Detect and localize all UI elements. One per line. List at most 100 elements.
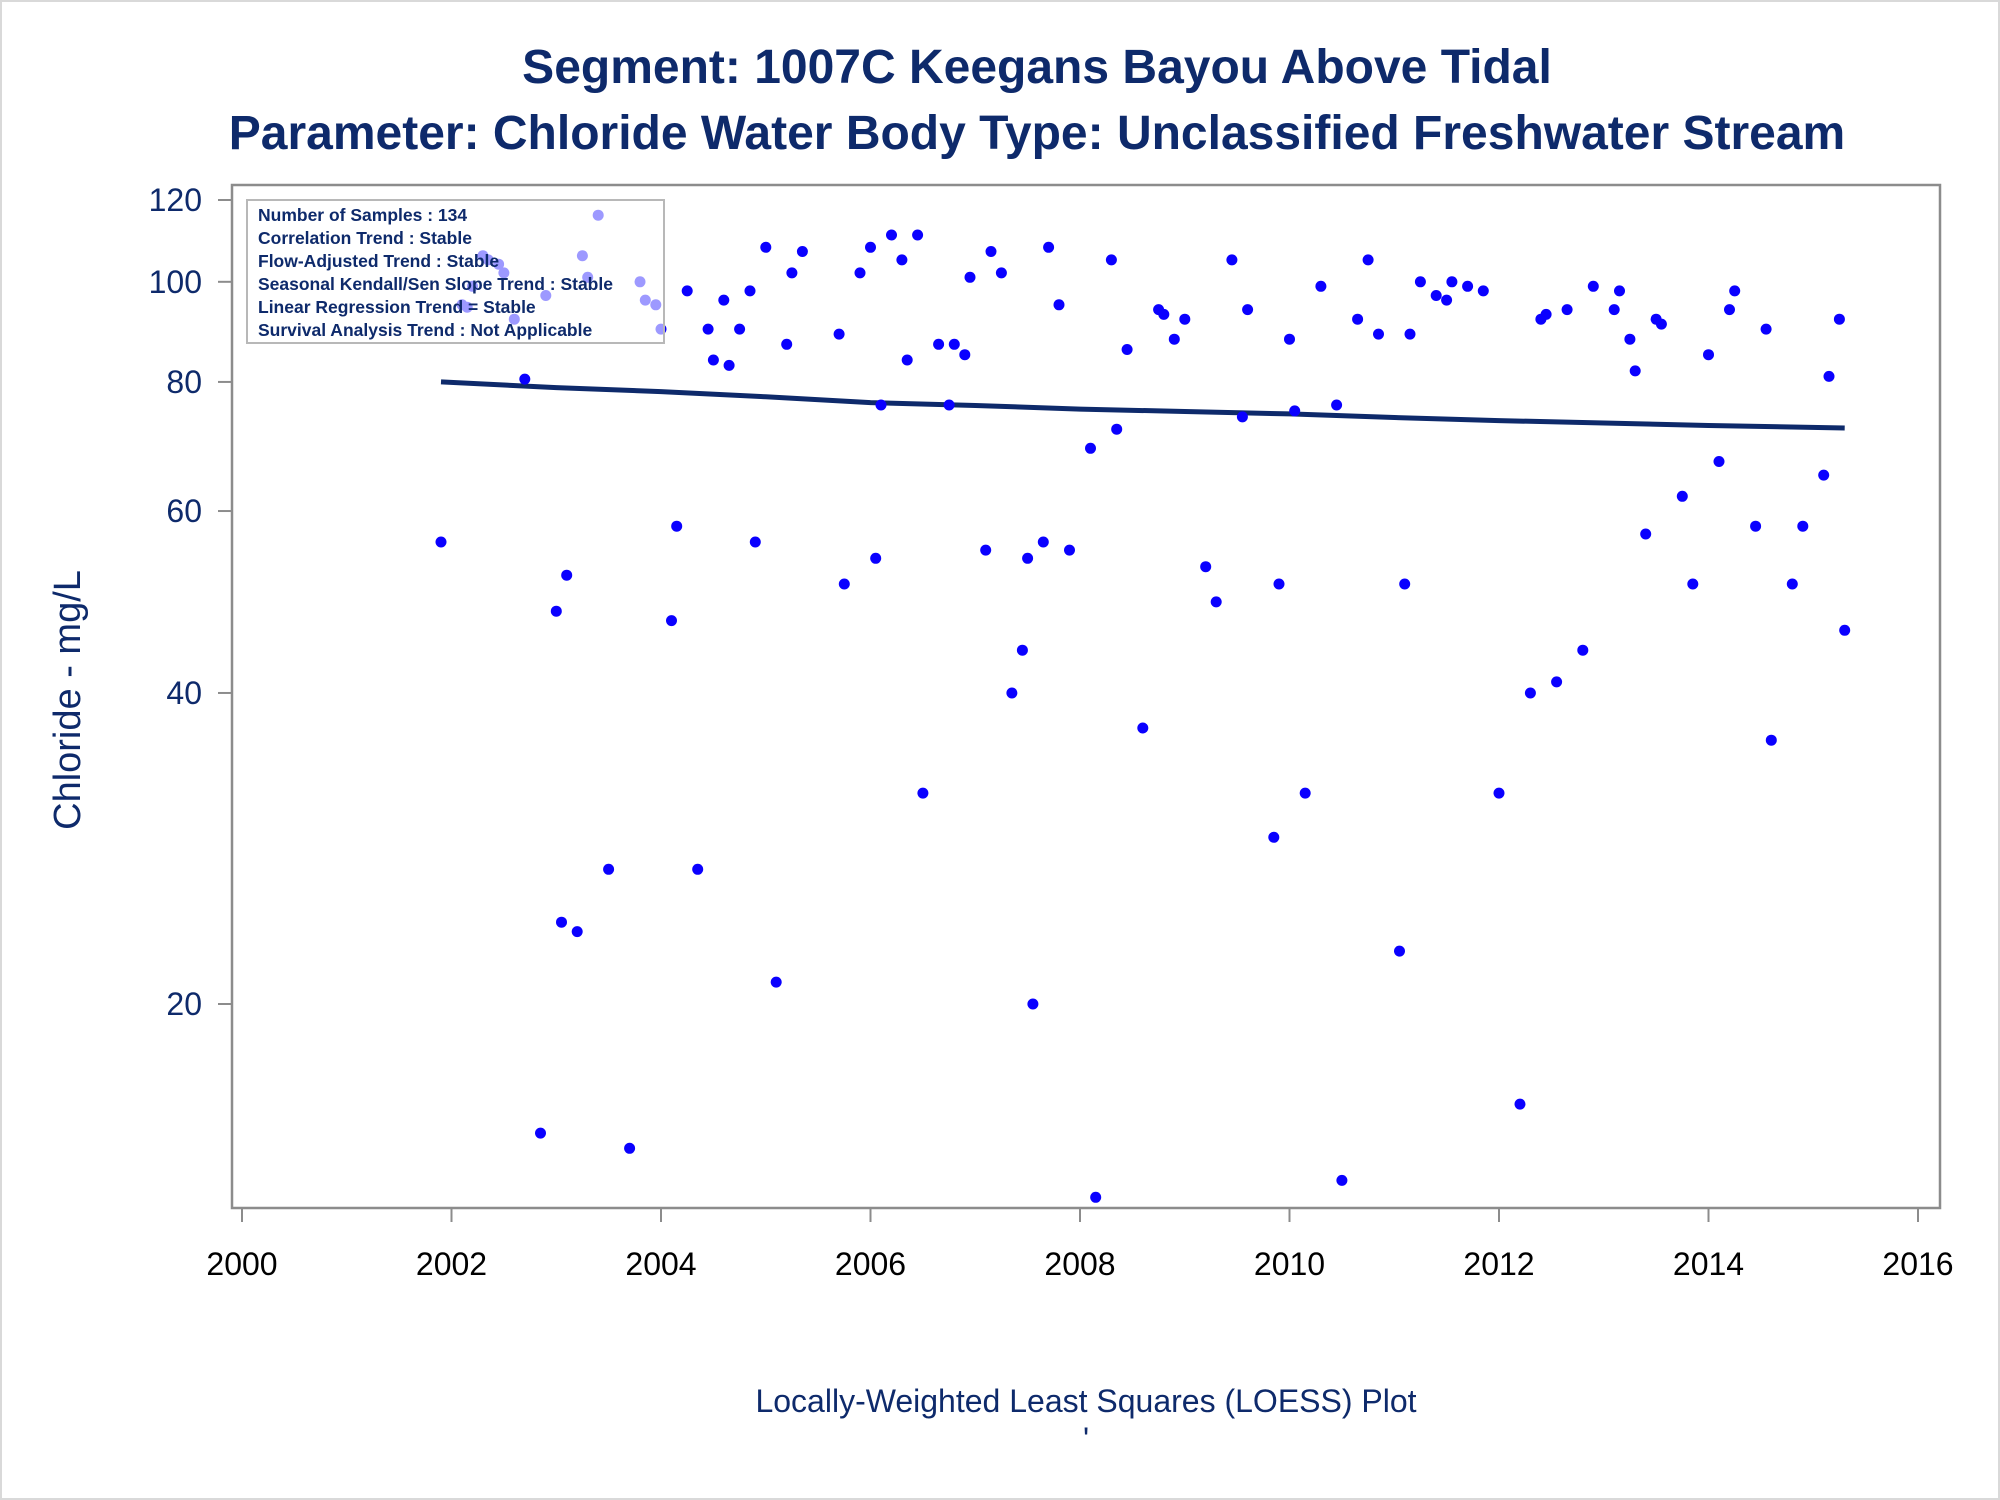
data-point [1284, 333, 1295, 345]
data-point [933, 338, 945, 350]
data-point [1655, 318, 1667, 330]
data-point [1268, 831, 1280, 843]
data-point [838, 578, 850, 590]
data-point [1289, 405, 1301, 417]
inset-line-4: Seasonal Kendall/Sen Slope Trend : Stabl… [258, 274, 613, 294]
y-axis-title: Chloride - mg/L [47, 570, 89, 830]
chart-title: Segment: 1007C Keegans Bayou Above Tidal [522, 41, 1552, 94]
data-point [1111, 423, 1123, 435]
data-point [833, 328, 845, 340]
data-point [1242, 304, 1254, 316]
data-point [1352, 313, 1364, 325]
data-point [1524, 687, 1536, 699]
data-point [1629, 365, 1641, 377]
data-point [781, 338, 793, 350]
data-point [886, 229, 897, 241]
data-point [912, 229, 924, 241]
data-point [1750, 520, 1762, 532]
data-point [995, 267, 1007, 279]
data-point [1210, 596, 1222, 608]
data-point [1200, 561, 1212, 573]
data-point [760, 241, 772, 253]
data-point [865, 241, 876, 253]
data-point [1577, 644, 1589, 656]
data-point [1797, 520, 1809, 532]
data-point [770, 976, 782, 988]
data-point [1273, 578, 1285, 590]
data-point [666, 615, 677, 627]
data-point [1514, 1098, 1526, 1110]
data-point [1037, 536, 1049, 548]
data-point [749, 536, 761, 548]
data-point [1016, 644, 1028, 656]
x-tick-label: 2004 [625, 1246, 696, 1282]
y-tick-label: 120 [149, 182, 202, 218]
data-point [1315, 280, 1327, 292]
data-point [535, 1127, 546, 1139]
data-point [1027, 998, 1039, 1010]
data-point [707, 354, 719, 366]
x-tick-label: 2014 [1673, 1246, 1744, 1282]
data-point [964, 271, 976, 283]
data-point [1493, 787, 1505, 799]
data-point [1168, 333, 1180, 345]
data-point [692, 863, 704, 875]
data-point [1373, 328, 1384, 340]
data-point [1687, 578, 1699, 590]
data-point [1713, 456, 1725, 467]
data-point [702, 323, 714, 335]
x-tick-label: 2006 [835, 1246, 906, 1282]
x-tick-label: 2000 [206, 1246, 277, 1282]
data-point [603, 863, 615, 875]
plot-frame [230, 183, 1942, 1210]
data-point [1179, 313, 1191, 325]
data-point [1394, 945, 1405, 957]
inset-line-6: Survival Analysis Trend : Not Applicable [258, 320, 592, 340]
data-point [1587, 280, 1599, 292]
plot-footnote: Locally-Weighted Least Squares (LOESS) P… [755, 1383, 1416, 1419]
data-point [786, 267, 798, 279]
data-point [980, 544, 992, 556]
data-point [571, 926, 583, 938]
loess-line [440, 379, 1845, 431]
data-point [875, 399, 887, 411]
data-point [870, 552, 882, 564]
footnote-mark: ' [1083, 1421, 1089, 1457]
data-point [519, 373, 531, 385]
sample-series [435, 209, 1851, 1203]
data-point [1818, 469, 1830, 481]
data-point [796, 246, 808, 257]
data-point [1299, 787, 1311, 799]
data-point [1414, 276, 1426, 288]
data-point [734, 323, 746, 335]
data-point [1362, 254, 1374, 266]
data-point [1446, 276, 1458, 288]
data-point [1760, 323, 1772, 335]
y-tick-label: 80 [166, 364, 202, 400]
data-point [1085, 442, 1096, 454]
data-point [744, 285, 756, 297]
data-point [1430, 290, 1442, 301]
x-tick-label: 2016 [1882, 1246, 1953, 1282]
x-axis: 2000 2002 2004 2006 2008 2010 2012 2014 2016 [206, 1208, 1954, 1282]
data-point [1158, 308, 1170, 320]
y-tick-label: 60 [166, 493, 202, 529]
data-point [1833, 313, 1845, 325]
data-point [550, 605, 562, 617]
data-point [1561, 304, 1573, 316]
data-point [985, 246, 997, 257]
data-point [948, 338, 960, 350]
data-point [1399, 578, 1411, 590]
data-point [1462, 280, 1474, 292]
data-point [1786, 578, 1798, 590]
data-point [854, 267, 866, 279]
data-point [1090, 1191, 1102, 1203]
inset-line-2: Correlation Trend : Stable [258, 228, 472, 248]
data-point [1053, 299, 1065, 311]
data-point [901, 354, 913, 366]
data-point [1006, 687, 1018, 699]
y-tick-label: 100 [149, 264, 202, 300]
